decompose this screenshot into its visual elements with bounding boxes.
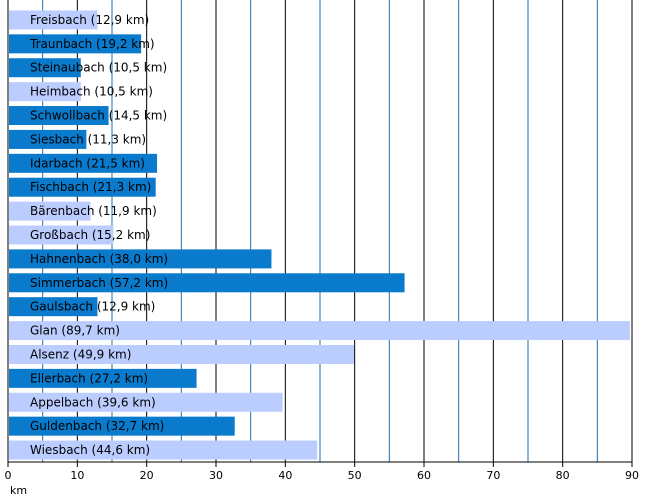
x-axis-unit: km xyxy=(10,484,27,497)
bar-label: Bärenbach (11,9 km) xyxy=(30,204,157,218)
bar xyxy=(9,153,158,173)
bar xyxy=(9,10,98,30)
bar-label: Großbach (15,2 km) xyxy=(30,228,150,242)
bar-label: Ellerbach (27,2 km) xyxy=(30,371,148,385)
bar xyxy=(9,106,109,126)
bar xyxy=(9,34,142,54)
bar xyxy=(9,368,197,388)
bar-label: Steinaubach (10,5 km) xyxy=(30,61,167,75)
bar-label: Simmerbach (57,2 km) xyxy=(30,276,168,290)
bar-label: Guldenbach (32,7 km) xyxy=(30,419,164,433)
bar-label: Gaulsbach (12,9 km) xyxy=(30,300,155,314)
x-tick-label: 0 xyxy=(5,469,12,482)
bar-label: Fischbach (21,3 km) xyxy=(30,180,151,194)
x-tick-label: 50 xyxy=(348,469,362,482)
bar xyxy=(9,249,272,269)
bar xyxy=(9,440,318,460)
bar-label: Alsenz (49,9 km) xyxy=(30,347,131,361)
bar-label: Heimbach (10,5 km) xyxy=(30,85,153,99)
x-tick-label: 30 xyxy=(209,469,223,482)
bar xyxy=(9,344,354,364)
bar xyxy=(9,177,156,197)
bar-label: Siesbach (11,3 km) xyxy=(30,132,146,146)
bar xyxy=(9,273,405,293)
bar-label: Freisbach (12,9 km) xyxy=(30,13,149,27)
x-tick-label: 40 xyxy=(278,469,292,482)
bar xyxy=(9,129,87,149)
bar-label: Traunbach (19,2 km) xyxy=(29,37,155,51)
bar-label: Idarbach (21,5 km) xyxy=(30,156,145,170)
bar xyxy=(9,321,630,341)
grid xyxy=(42,0,633,462)
bars xyxy=(9,10,630,460)
bar xyxy=(9,58,81,78)
x-tick-label: 80 xyxy=(556,469,570,482)
bar xyxy=(9,416,235,436)
bar xyxy=(9,297,98,317)
bar-label: Wiesbach (44,6 km) xyxy=(30,443,150,457)
bar-label: Hahnenbach (38,0 km) xyxy=(30,252,168,266)
bar xyxy=(9,225,114,245)
x-tick-label: 60 xyxy=(417,469,431,482)
bar-labels: Freisbach (12,9 km) Traunbach (19,2 km) St… xyxy=(29,13,168,457)
bar-label: Schwollbach (14,5 km) xyxy=(30,109,167,123)
bar-label: Glan (89,7 km) xyxy=(30,324,120,338)
bar xyxy=(9,201,91,221)
bar-label: Appelbach (39,6 km) xyxy=(30,395,156,409)
x-tick-label: 20 xyxy=(140,469,154,482)
x-tick-label: 90 xyxy=(625,469,639,482)
bar xyxy=(9,82,81,102)
x-axis-ticks: 0 10 20 30 40 50 60 70 80 90 xyxy=(5,462,639,482)
x-tick-label: 70 xyxy=(486,469,500,482)
x-tick-label: 10 xyxy=(70,469,84,482)
bar xyxy=(9,392,283,412)
